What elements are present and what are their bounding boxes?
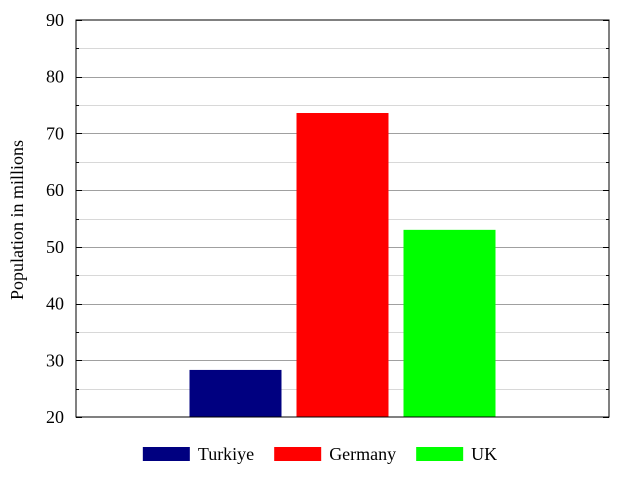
- y-axis-title: Population in millions: [7, 140, 27, 300]
- plot-frame: [75, 19, 610, 418]
- legend-swatch-germany: [274, 447, 322, 461]
- y-tick-label: 90: [46, 10, 64, 30]
- legend-label-uk: UK: [471, 444, 497, 464]
- y-axis-ticks: [76, 20, 609, 418]
- y-tick-label: 40: [46, 294, 64, 314]
- y-tick-label: 20: [46, 407, 64, 427]
- legend-swatch-uk: [416, 447, 464, 461]
- bar-uk: [403, 229, 496, 417]
- y-tick-label: 70: [46, 123, 64, 143]
- bar-turkiye: [189, 369, 282, 417]
- y-tick-label: 60: [46, 180, 64, 200]
- y-tick-label: 30: [46, 350, 64, 370]
- legend: Turkiye Germany UK: [142, 444, 497, 464]
- bar-germany: [296, 113, 389, 418]
- y-axis-tick-labels: 20 30 40 50 60 70 80 90: [46, 10, 64, 427]
- y-tick-label: 50: [46, 237, 64, 257]
- bars-group: [189, 113, 496, 418]
- y-tick-label: 80: [46, 67, 64, 87]
- legend-swatch-turkiye: [142, 447, 190, 461]
- legend-label-germany: Germany: [329, 444, 396, 464]
- legend-label-turkiye: Turkiye: [198, 444, 254, 464]
